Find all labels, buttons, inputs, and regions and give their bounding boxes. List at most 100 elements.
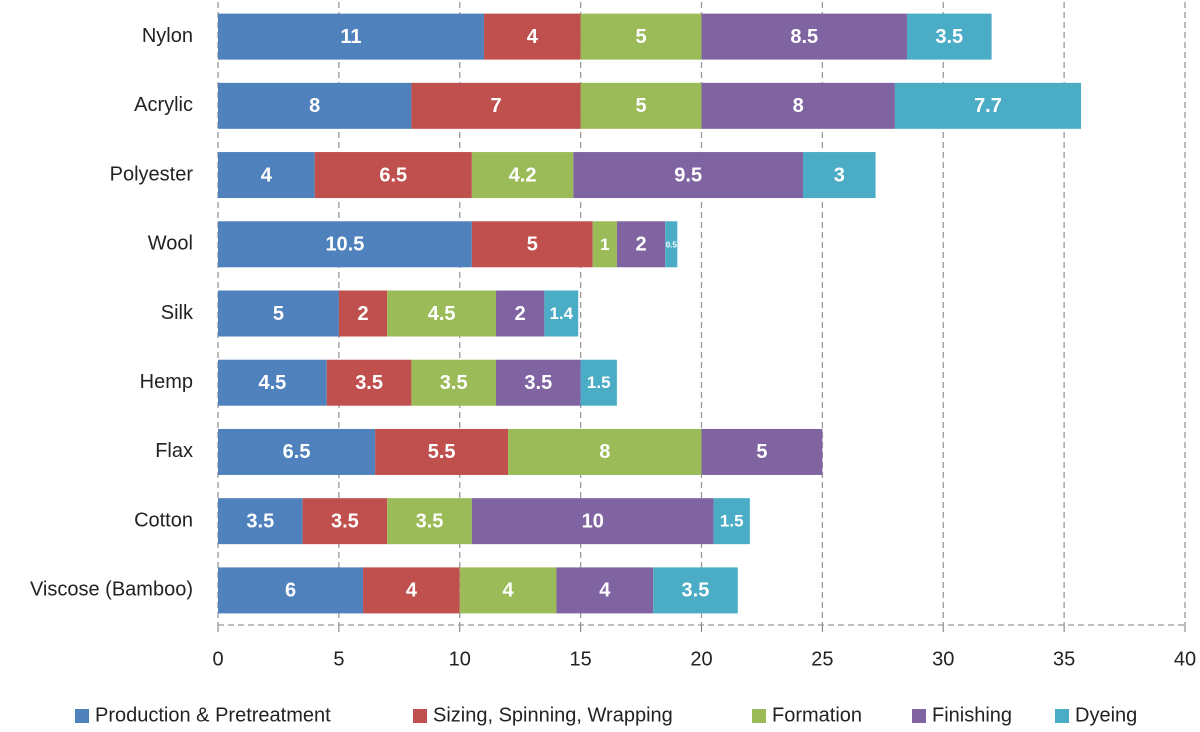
- value-label: 1.5: [587, 373, 611, 392]
- bar-segment: [218, 428, 376, 475]
- value-label: 4: [406, 580, 418, 602]
- bar-segment: [218, 290, 339, 337]
- value-label: 10: [582, 510, 604, 532]
- category-label: Silk: [161, 302, 194, 324]
- value-label: 3.5: [416, 510, 444, 532]
- value-label: 5: [273, 303, 284, 325]
- bar-segment: [218, 221, 472, 268]
- bar-segment: [665, 221, 678, 268]
- legend-swatch: [413, 709, 427, 723]
- bar-segment: [701, 428, 823, 475]
- bar-segment: [701, 13, 907, 60]
- legend-item: Sizing, Spinning, Wrapping: [413, 704, 673, 726]
- legend-swatch: [752, 709, 766, 723]
- bar-segment: [218, 13, 484, 60]
- value-label: 8.5: [790, 26, 818, 48]
- bar-segment: [906, 13, 992, 60]
- bar-segment: [326, 359, 412, 406]
- value-label: 1.4: [549, 304, 573, 323]
- bar-segment: [592, 221, 617, 268]
- bar-segment: [573, 152, 804, 199]
- x-tick-label: 5: [333, 648, 344, 670]
- bar-segment: [556, 567, 654, 614]
- bar-segment: [218, 82, 412, 129]
- value-label: 4: [261, 164, 273, 186]
- value-label: 0.5: [666, 240, 678, 249]
- x-tick-label: 35: [1053, 648, 1075, 670]
- value-label: 7.7: [974, 95, 1002, 117]
- value-label: 5: [636, 95, 647, 117]
- bar-segment: [411, 359, 497, 406]
- value-label: 6.5: [283, 441, 311, 463]
- category-label: Viscose (Bamboo): [30, 579, 193, 601]
- category-label: Nylon: [142, 25, 193, 47]
- value-label: 5.5: [428, 441, 456, 463]
- legend-item: Formation: [752, 704, 862, 726]
- bar-segment: [496, 359, 581, 406]
- bar-segment: [713, 498, 750, 545]
- bar-segment: [338, 290, 388, 337]
- value-label: 6: [285, 580, 296, 602]
- bar-segment: [894, 82, 1082, 129]
- value-label: 3.5: [524, 372, 552, 394]
- bar-segment: [701, 82, 895, 129]
- value-label: 10.5: [325, 234, 364, 256]
- value-label: 4: [503, 580, 515, 602]
- value-label: 9.5: [674, 164, 702, 186]
- legend-label: Dyeing: [1075, 704, 1137, 726]
- bar-segment: [218, 567, 364, 614]
- value-label: 2: [357, 303, 368, 325]
- category-label: Wool: [148, 233, 193, 255]
- value-label: 8: [599, 441, 610, 463]
- legend-item: Dyeing: [1055, 704, 1137, 726]
- x-tick-label: 20: [690, 648, 712, 670]
- bar-segment: [459, 567, 557, 614]
- x-tick-label: 25: [811, 648, 833, 670]
- legend-label: Finishing: [932, 704, 1012, 726]
- value-label: 2: [515, 303, 526, 325]
- value-label: 1: [600, 235, 609, 254]
- value-label: 8: [793, 95, 804, 117]
- legend-item: Finishing: [912, 704, 1012, 726]
- category-label: Acrylic: [134, 94, 193, 116]
- value-label: 3.5: [355, 372, 383, 394]
- bar-segment: [218, 359, 327, 406]
- value-label: 4.2: [509, 164, 537, 186]
- legend-swatch: [1055, 709, 1069, 723]
- bar-segment: [653, 567, 738, 614]
- value-label: 11: [340, 26, 361, 48]
- bar-segment: [375, 428, 509, 475]
- bar-segment: [483, 13, 581, 60]
- bar-segment: [496, 290, 545, 337]
- bar-segment: [387, 290, 497, 337]
- legend-label: Sizing, Spinning, Wrapping: [433, 704, 673, 726]
- x-tick-label: 40: [1174, 648, 1196, 670]
- value-label: 4.5: [258, 372, 286, 394]
- bar-segment: [471, 498, 714, 545]
- value-label: 8: [309, 95, 320, 117]
- bar-segment: [580, 82, 702, 129]
- bar-segment: [803, 152, 876, 199]
- value-label: 6.5: [379, 164, 407, 186]
- value-label: 2: [636, 234, 647, 256]
- bar-segment: [544, 290, 579, 337]
- bar-segment: [580, 359, 617, 406]
- bar-segment: [508, 428, 702, 475]
- value-label: 3.5: [331, 510, 359, 532]
- value-label: 7: [490, 95, 501, 117]
- bar-segment: [387, 498, 472, 545]
- category-label: Flax: [155, 440, 193, 462]
- bar-segment: [471, 152, 574, 199]
- value-label: 4.5: [428, 303, 456, 325]
- x-tick-label: 10: [449, 648, 471, 670]
- bar-segment: [218, 152, 315, 199]
- x-tick-label: 15: [570, 648, 592, 670]
- value-label: 5: [527, 234, 538, 256]
- x-tick-label: 30: [932, 648, 954, 670]
- category-label: Cotton: [134, 509, 193, 531]
- legend-swatch: [912, 709, 926, 723]
- bar-segment: [580, 13, 702, 60]
- bar-segment: [218, 498, 303, 545]
- legend-label: Formation: [772, 704, 862, 726]
